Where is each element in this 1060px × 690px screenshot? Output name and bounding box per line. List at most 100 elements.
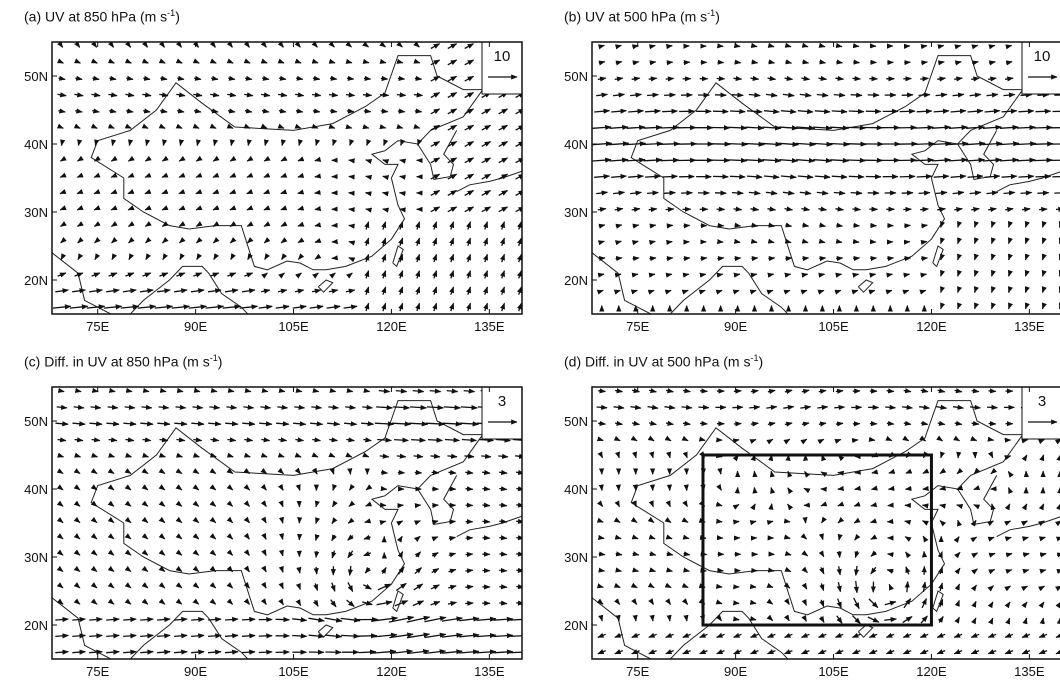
wind-vector [780, 174, 797, 180]
wind-vector [734, 59, 742, 65]
wind-vector [814, 108, 831, 115]
wind-vector [645, 108, 661, 114]
wind-vector [852, 206, 862, 212]
wind-vector [647, 435, 655, 442]
wind-vector [973, 485, 981, 491]
wind-vector [229, 139, 235, 147]
wind-vector [142, 92, 152, 98]
wind-vector [957, 237, 963, 245]
wind-vector [1020, 190, 1033, 196]
wind-vector [615, 567, 623, 573]
wind-vector [107, 516, 115, 524]
wind-vector [466, 302, 472, 312]
wind-vector [784, 389, 793, 395]
wind-vector [309, 304, 324, 310]
wind-vector [812, 141, 833, 147]
wind-vector [631, 388, 641, 394]
wind-vector [192, 404, 204, 410]
wind-vector [833, 92, 846, 98]
wind-vector [175, 598, 183, 605]
lat-tick-label: 30N [564, 550, 588, 565]
wind-vector [464, 173, 475, 180]
wind-vector [297, 221, 305, 227]
wind-vector [396, 453, 407, 459]
wind-vector [379, 453, 390, 459]
wind-vector [398, 253, 404, 263]
wind-vector [647, 190, 659, 196]
wind-vector [224, 616, 239, 623]
wind-vector [449, 253, 455, 263]
wind-vector [1041, 286, 1047, 294]
wind-vector [90, 516, 98, 524]
wind-vector [836, 59, 844, 65]
wind-vector [128, 253, 135, 261]
wind-vector [415, 237, 421, 247]
wind-vector [244, 437, 254, 443]
wind-vector [409, 404, 428, 411]
wind-vector [665, 206, 675, 213]
lat-tick-label: 20N [24, 273, 48, 288]
wind-vector [852, 43, 860, 49]
wind-vector [330, 582, 336, 592]
wind-vector [362, 584, 372, 590]
wind-vector [346, 272, 353, 279]
wind-vector [614, 500, 621, 508]
wind-vector [76, 155, 84, 162]
wind-vector [948, 141, 969, 147]
wind-vector [379, 92, 390, 98]
wind-vector [818, 272, 826, 278]
wind-vector [161, 172, 169, 178]
wind-vector [243, 500, 250, 507]
wind-vector [244, 272, 254, 278]
wind-vector [973, 237, 979, 245]
wind-vector [716, 483, 722, 491]
wind-vector [430, 157, 441, 164]
wind-vector [999, 124, 1020, 131]
wind-vector [55, 421, 69, 427]
wind-vector [973, 302, 979, 310]
wind-vector [90, 404, 102, 410]
wind-vector [1037, 438, 1045, 445]
reference-vector-label: 3 [498, 393, 506, 410]
panel-title: (b) UV at 500 hPa (m s-1) [564, 8, 720, 25]
wind-vector [648, 272, 656, 278]
wind-vector [848, 108, 865, 115]
panel-title: (d) Diff. in UV at 500 hPa (m s-1) [564, 353, 764, 370]
wind-vector [609, 124, 629, 131]
wind-vector [1004, 536, 1012, 542]
wind-vector [609, 157, 629, 163]
wind-vector [800, 438, 808, 445]
wind-vector [110, 139, 117, 147]
wind-vector [973, 269, 979, 277]
wind-vector [370, 616, 399, 622]
wind-vector [801, 272, 809, 278]
wind-vector [193, 108, 202, 114]
wind-vector [648, 44, 656, 50]
wind-vector [364, 237, 370, 247]
wind-vector [766, 582, 774, 589]
wind-vector [940, 237, 946, 245]
wind-vector [648, 206, 658, 213]
wind-vector [482, 518, 491, 525]
wind-vector [209, 42, 216, 48]
lat-tick-label: 30N [24, 205, 48, 220]
wind-vector [459, 421, 480, 427]
wind-vector [801, 42, 809, 48]
wind-vector [819, 567, 825, 575]
wind-vector [246, 172, 254, 178]
wind-vector [868, 289, 876, 295]
wind-vector [293, 421, 307, 427]
wind-vector [227, 108, 236, 114]
wind-vector [364, 518, 372, 524]
wind-vector [731, 92, 744, 98]
wind-vector [346, 437, 355, 443]
wind-vector [969, 92, 982, 98]
wind-vector [834, 404, 846, 411]
wind-vector [870, 485, 878, 491]
wind-vector [749, 632, 759, 639]
wind-vector [141, 58, 149, 64]
wind-vector [592, 124, 612, 131]
wind-vector [278, 108, 287, 114]
wind-vector [275, 616, 290, 623]
wind-vector [90, 123, 98, 129]
